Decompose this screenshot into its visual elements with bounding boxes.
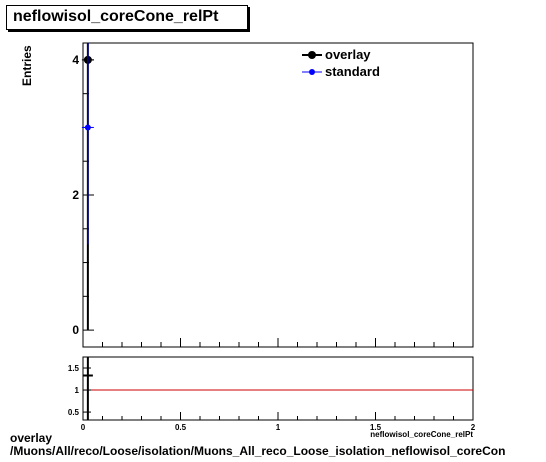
ratio-plot-frame: [82, 356, 474, 421]
ratio-x-tick-label: 0: [81, 423, 86, 432]
legend-marker-overlay: [308, 51, 316, 59]
legend-label-overlay: overlay: [325, 47, 371, 62]
x-axis-label: neflowisol_coreCone_relPt: [370, 430, 473, 439]
ratio-y-tick-label: 0.5: [68, 408, 80, 417]
standard-marker: [84, 124, 91, 131]
chart-title: neflowisol_coreCone_relPt: [13, 8, 219, 25]
ratio-x-tick-label: 2: [471, 423, 476, 432]
ratio-x-tick-label: 1.5: [370, 423, 382, 432]
footer-line-1: overlay: [10, 431, 53, 445]
main-plot-frame: [82, 42, 474, 348]
y-tick-label: 4: [72, 53, 79, 67]
footer-line-2: /Muons/All/reco/Loose/isolation/Muons_Al…: [10, 444, 506, 458]
ratio-x-tick-label: 0.5: [175, 423, 187, 432]
ratio-y-tick-label: 1.5: [68, 364, 80, 373]
legend-marker-standard: [309, 69, 315, 75]
y-tick-label: 2: [72, 188, 79, 202]
ratio-x-tick-label: 1: [276, 423, 281, 432]
chart-title-box: neflowisol_coreCone_relPt: [6, 5, 248, 30]
footer: overlay /Muons/All/reco/Loose/isolation/…: [10, 432, 505, 458]
ratio-y-tick-label: 1: [75, 386, 80, 395]
y-tick-label: 0: [72, 323, 79, 337]
legend-label-standard: standard: [325, 64, 380, 79]
